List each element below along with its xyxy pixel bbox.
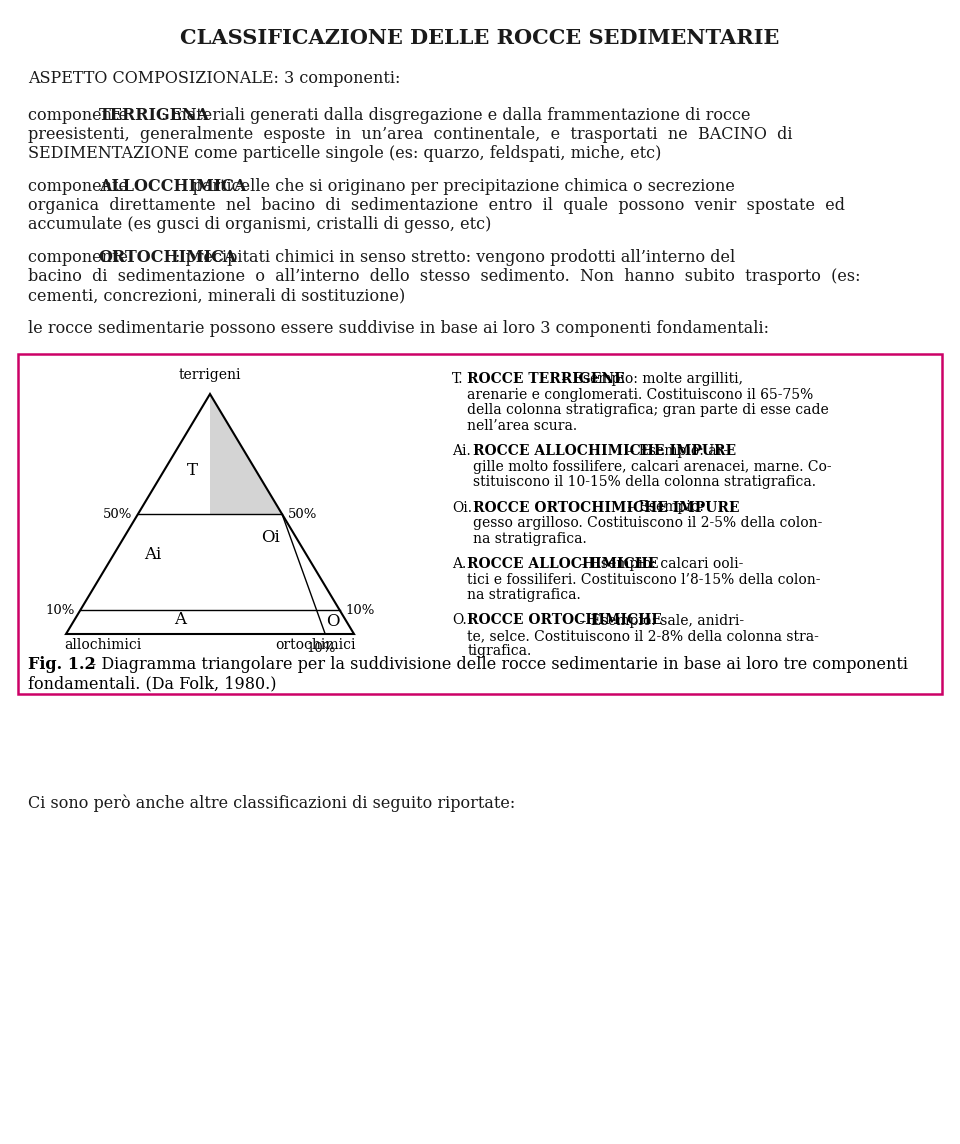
Text: ORTOCHIMICA: ORTOCHIMICA [99, 249, 237, 267]
Text: : precipitati chimici in senso stretto: vengono prodotti all’interno del: : precipitati chimici in senso stretto: … [175, 249, 735, 267]
Text: Ci sono però anche altre classificazioni di seguito riportate:: Ci sono però anche altre classificazioni… [28, 794, 516, 811]
Text: Ai.: Ai. [452, 444, 470, 458]
Text: – Diagramma triangolare per la suddivisione delle rocce sedimentarie in base ai : – Diagramma triangolare per la suddivisi… [84, 656, 908, 673]
Text: nell’area scura.: nell’area scura. [468, 419, 577, 432]
Text: Oi: Oi [260, 530, 279, 547]
Text: te, selce. Costituiscono il 2-8% della colonna stra-: te, selce. Costituiscono il 2-8% della c… [468, 629, 819, 643]
Text: SEDIMENTAZIONE come particelle singole (es: quarzo, feldspati, miche, etc): SEDIMENTAZIONE come particelle singole (… [28, 145, 661, 162]
Polygon shape [210, 394, 282, 514]
Text: – Esempio:: – Esempio: [623, 501, 704, 515]
Text: tici e fossiliferi. Costituiscono l’8-15% della colon-: tici e fossiliferi. Costituiscono l’8-15… [468, 572, 821, 587]
Text: – Esempio: ar-: – Esempio: ar- [623, 444, 728, 458]
Text: 50%: 50% [288, 508, 318, 521]
Text: A.: A. [452, 557, 467, 571]
Text: ALLOCCHIMICA: ALLOCCHIMICA [99, 178, 247, 194]
Text: CLASSIFICAZIONE DELLE ROCCE SEDIMENTARIE: CLASSIFICAZIONE DELLE ROCCE SEDIMENTARIE [180, 27, 780, 48]
Text: na stratigrafica.: na stratigrafica. [468, 588, 581, 602]
Text: bacino  di  sedimentazione  o  all’interno  dello  stesso  sedimento.  Non  hann: bacino di sedimentazione o all’interno d… [28, 268, 860, 285]
Text: gesso argilloso. Costituiscono il 2-5% della colon-: gesso argilloso. Costituiscono il 2-5% d… [472, 516, 822, 530]
Text: 10%: 10% [45, 604, 75, 617]
Text: accumulate (es gusci di organismi, cristalli di gesso, etc): accumulate (es gusci di organismi, crist… [28, 216, 492, 233]
Text: componente: componente [28, 249, 133, 267]
Text: : particelle che si originano per precipitazione chimica o secrezione: : particelle che si originano per precip… [181, 178, 734, 194]
Text: 50%: 50% [103, 508, 132, 521]
Text: arenarie e conglomerati. Costituiscono il 65-75%: arenarie e conglomerati. Costituiscono i… [468, 388, 813, 402]
Text: organica  direttamente  nel  bacino  di  sedimentazione  entro  il  quale  posso: organica direttamente nel bacino di sedi… [28, 197, 845, 214]
Text: : materiali generati dalla disgregazione e dalla frammentazione di rocce: : materiali generati dalla disgregazione… [161, 108, 751, 124]
Text: – Esempio: calcari ooli-: – Esempio: calcari ooli- [575, 557, 744, 571]
Text: ASPETTO COMPOSIZIONALE: 3 componenti:: ASPETTO COMPOSIZIONALE: 3 componenti: [28, 70, 400, 87]
Text: Ai: Ai [144, 547, 161, 563]
Text: ROCCE ORTOCHIMICHE: ROCCE ORTOCHIMICHE [468, 613, 662, 628]
Text: ROCCE ORTOCHIMICHE IMPURE: ROCCE ORTOCHIMICHE IMPURE [472, 501, 739, 515]
Text: O: O [326, 613, 340, 630]
Text: ROCCE TERRIGENE: ROCCE TERRIGENE [468, 372, 625, 386]
Text: ROCCE ALLOCHIMICHE IMPURE: ROCCE ALLOCHIMICHE IMPURE [472, 444, 736, 458]
Text: componente: componente [28, 178, 133, 194]
Text: le rocce sedimentarie possono essere suddivise in base ai loro 3 componenti fond: le rocce sedimentarie possono essere sud… [28, 320, 769, 337]
Text: della colonna stratigrafica; gran parte di esse cade: della colonna stratigrafica; gran parte … [468, 403, 828, 418]
Text: cementi, concrezioni, minerali di sostituzione): cementi, concrezioni, minerali di sostit… [28, 287, 405, 304]
Text: T.: T. [452, 372, 464, 386]
Text: na stratigrafica.: na stratigrafica. [472, 532, 587, 546]
Text: O.: O. [452, 613, 467, 628]
Text: gille molto fossilifere, calcari arenacei, marne. Co-: gille molto fossilifere, calcari arenace… [472, 460, 831, 474]
Text: – Esempio: sale, anidri-: – Esempio: sale, anidri- [575, 613, 744, 628]
Text: componente: componente [28, 108, 133, 124]
Text: – Esempio: molte argilliti,: – Esempio: molte argilliti, [557, 372, 743, 386]
FancyBboxPatch shape [18, 353, 942, 694]
Text: tigrafica.: tigrafica. [468, 644, 532, 659]
Text: fondamentali. (Da Folk, 1980.): fondamentali. (Da Folk, 1980.) [28, 675, 276, 692]
Text: TERRIGENA: TERRIGENA [99, 108, 210, 124]
Text: 10%: 10% [306, 642, 336, 656]
Text: preesistenti,  generalmente  esposte  in  un’area  continentale,  e  trasportati: preesistenti, generalmente esposte in un… [28, 126, 793, 143]
Text: T: T [186, 462, 198, 479]
Text: A: A [174, 611, 186, 628]
Text: Oi.: Oi. [452, 501, 472, 515]
Text: Fig. 1.2: Fig. 1.2 [28, 656, 96, 673]
Text: ROCCE ALLOCHIMICHE: ROCCE ALLOCHIMICHE [468, 557, 659, 571]
Text: 10%: 10% [346, 604, 375, 617]
Text: allochimici: allochimici [64, 638, 141, 652]
Text: ortochimici: ortochimici [276, 638, 356, 652]
Text: stituiscono il 10-15% della colonna stratigrafica.: stituiscono il 10-15% della colonna stra… [472, 475, 816, 488]
Text: terrigeni: terrigeni [179, 368, 241, 382]
